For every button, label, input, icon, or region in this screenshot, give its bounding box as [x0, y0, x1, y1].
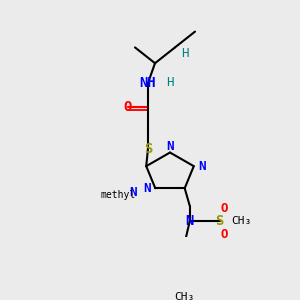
- Text: CH₃: CH₃: [232, 216, 252, 226]
- Text: N: N: [130, 186, 137, 199]
- Text: O: O: [221, 228, 228, 241]
- Text: NH: NH: [140, 76, 156, 90]
- Text: S: S: [144, 142, 152, 156]
- Text: N: N: [198, 160, 206, 173]
- Text: H: H: [166, 76, 174, 89]
- Text: O: O: [221, 202, 228, 215]
- Text: O: O: [124, 100, 132, 114]
- Text: methyl: methyl: [101, 190, 136, 200]
- Text: N: N: [185, 214, 194, 228]
- Text: N: N: [144, 182, 151, 195]
- Text: N: N: [166, 140, 174, 153]
- Text: S: S: [215, 214, 224, 228]
- Text: CH₃: CH₃: [175, 292, 195, 300]
- Text: H: H: [181, 47, 189, 60]
